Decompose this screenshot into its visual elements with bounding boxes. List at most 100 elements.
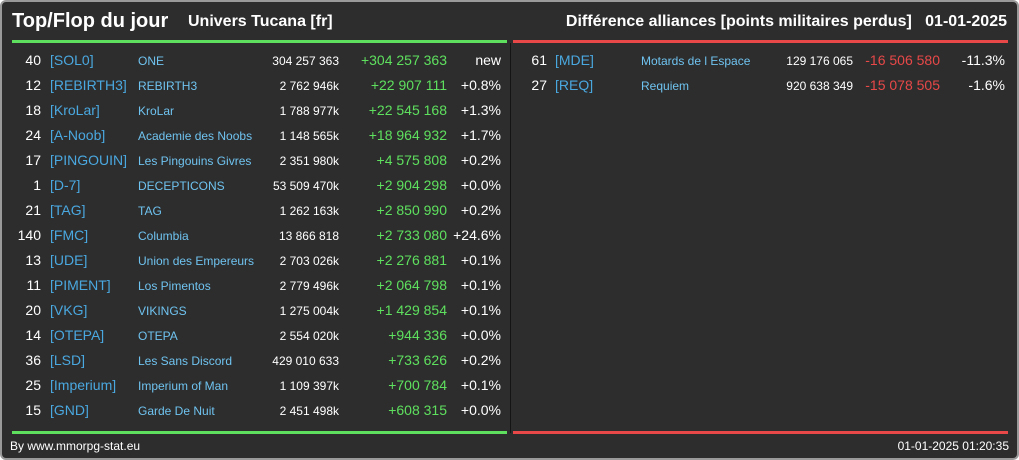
top-row: 24 [A-Noob] Academie des Noobs 1 148 565k +1… — [12, 122, 507, 147]
alliance-name[interactable]: Los Pimentos — [138, 279, 211, 293]
percent-change: +0.0% — [460, 177, 501, 193]
flop-row: 27 [REQ] Requiem 920 638 349 -15 078 505 -1.6… — [513, 72, 1008, 97]
alliance-points: 13 866 818 — [278, 229, 339, 243]
alliance-name[interactable]: Les Sans Discord — [138, 354, 233, 368]
points-diff: -16 506 580 — [865, 52, 940, 68]
alliance-name[interactable]: Garde De Nuit — [138, 404, 215, 418]
top-row: 17 [PINGOUIN] Les Pingouins Givres 2 351 98… — [12, 147, 507, 172]
alliance-rank: 1 — [33, 177, 41, 193]
alliance-name[interactable]: TAG — [138, 204, 162, 218]
alliance-tag[interactable]: [PINGOUIN] — [50, 152, 128, 168]
points-diff: +2 850 990 — [376, 202, 447, 218]
alliance-points: 920 638 349 — [786, 79, 853, 93]
alliance-points: 1 109 397k — [279, 379, 339, 393]
points-diff: +2 904 298 — [376, 177, 447, 193]
alliance-points: 2 703 026k — [279, 254, 339, 268]
top-row: 36 [LSD] Les Sans Discord 429 010 633 +733 6… — [12, 347, 507, 372]
alliance-tag[interactable]: [PIMENT] — [50, 277, 111, 293]
flop-panel: 61 [MDE] Motards de l Espace 129 176 065 -16… — [513, 47, 1008, 97]
alliance-name[interactable]: Imperium of Man — [138, 379, 229, 393]
alliance-rank: 18 — [25, 102, 41, 118]
alliance-name[interactable]: Motards de l Espace — [641, 54, 751, 68]
points-diff: +733 626 — [388, 352, 447, 368]
top-row: 20 [VKG] VIKINGS 1 275 004k +1 429 854 +0.1% — [12, 297, 507, 322]
alliance-name[interactable]: OTEPA — [138, 329, 178, 343]
alliance-tag[interactable]: [OTEPA] — [50, 327, 105, 343]
points-diff: +944 336 — [388, 327, 447, 343]
alliance-points: 429 010 633 — [272, 354, 339, 368]
alliance-tag[interactable]: [A-Noob] — [50, 127, 106, 143]
alliance-points: 53 509 470k — [272, 179, 339, 193]
alliance-rank: 14 — [25, 327, 41, 343]
percent-change: +24.6% — [453, 227, 501, 243]
alliance-rank: 36 — [25, 352, 41, 368]
percent-change: +0.2% — [460, 352, 501, 368]
percent-change: -11.3% — [961, 52, 1005, 68]
alliance-name[interactable]: REBIRTH3 — [138, 79, 198, 93]
alliance-name[interactable]: Les Pingouins Givres — [138, 154, 252, 168]
alliance-tag[interactable]: [VKG] — [50, 302, 88, 318]
flop-row: 61 [MDE] Motards de l Espace 129 176 065 -16… — [513, 47, 1008, 72]
credit-link[interactable]: By www.mmorpg-stat.eu — [10, 439, 141, 453]
alliance-rank: 11 — [26, 277, 41, 293]
alliance-points: 304 257 363 — [272, 54, 339, 68]
alliance-points: 1 788 977k — [279, 104, 339, 118]
top-panel: 40 [SOL0] ONE 304 257 363 +304 257 363 new 12 [… — [12, 47, 507, 422]
alliance-tag[interactable]: [FMC] — [50, 227, 89, 243]
alliance-name[interactable]: DECEPTICONS — [138, 179, 225, 193]
alliance-tag[interactable]: [REBIRTH3] — [50, 77, 127, 93]
percent-change: +0.1% — [460, 252, 501, 268]
points-diff: +304 257 363 — [360, 52, 447, 68]
alliance-rank: 24 — [25, 127, 41, 143]
date-label: 01-01-2025 — [925, 13, 1007, 30]
alliance-tag[interactable]: [REQ] — [555, 77, 594, 93]
percent-change: +0.1% — [460, 377, 501, 393]
alliance-rank: 21 — [25, 202, 41, 218]
points-diff: +22 545 168 — [368, 102, 447, 118]
alliance-tag[interactable]: [MDE] — [555, 52, 594, 68]
percent-change: +0.0% — [460, 327, 501, 343]
top-row: 15 [GND] Garde De Nuit 2 451 498k +608 315 +0… — [12, 397, 507, 422]
points-diff: +700 784 — [388, 377, 447, 393]
alliance-rank: 40 — [25, 52, 41, 68]
alliance-tag[interactable]: [SOL0] — [50, 52, 94, 68]
alliance-name[interactable]: KroLar — [138, 104, 175, 118]
percent-change: +0.0% — [460, 402, 501, 418]
alliance-tag[interactable]: [Imperium] — [50, 377, 117, 393]
alliance-tag[interactable]: [LSD] — [50, 352, 86, 368]
alliance-points: 2 351 980k — [279, 154, 339, 168]
percent-change: +0.1% — [460, 302, 501, 318]
points-diff: +4 575 808 — [376, 152, 447, 168]
top-row: 18 [KroLar] KroLar 1 788 977k +22 545 168 +1.… — [12, 97, 507, 122]
top-row: 25 [Imperium] Imperium of Man 1 109 397k +70… — [12, 372, 507, 397]
alliance-name[interactable]: Union des Empereurs — [138, 254, 255, 268]
alliance-name[interactable]: Requiem — [641, 79, 690, 93]
alliance-tag[interactable]: [TAG] — [50, 202, 86, 218]
points-diff: +608 315 — [388, 402, 447, 418]
alliance-name[interactable]: ONE — [138, 54, 165, 68]
alliance-rank: 140 — [17, 227, 41, 243]
top-row: 40 [SOL0] ONE 304 257 363 +304 257 363 new — [12, 47, 507, 72]
percent-change: new — [475, 52, 501, 68]
alliance-name[interactable]: Columbia — [138, 229, 189, 243]
points-diff: +22 907 111 — [370, 77, 447, 93]
alliance-points: 2 762 946k — [279, 79, 339, 93]
page-title: Top/Flop du jour — [12, 10, 169, 32]
alliance-tag[interactable]: [GND] — [50, 402, 89, 418]
alliance-points: 1 275 004k — [279, 304, 339, 318]
universe-label: Univers Tucana [fr] — [188, 13, 333, 30]
alliance-tag[interactable]: [UDE] — [50, 252, 88, 268]
alliance-name[interactable]: VIKINGS — [138, 304, 187, 318]
alliance-tag[interactable]: [KroLar] — [50, 102, 100, 118]
alliance-points: 2 779 496k — [279, 279, 339, 293]
percent-change: +1.7% — [460, 127, 501, 143]
alliance-rank: 61 — [531, 52, 547, 68]
percent-change: +0.8% — [460, 77, 501, 93]
alliance-rank: 13 — [25, 252, 41, 268]
percent-change: +0.2% — [460, 152, 501, 168]
alliance-name[interactable]: Academie des Noobs — [138, 129, 253, 143]
bottom-line-green — [12, 431, 507, 434]
alliance-tag[interactable]: [D-7] — [50, 177, 81, 193]
alliance-points: 129 176 065 — [786, 54, 853, 68]
